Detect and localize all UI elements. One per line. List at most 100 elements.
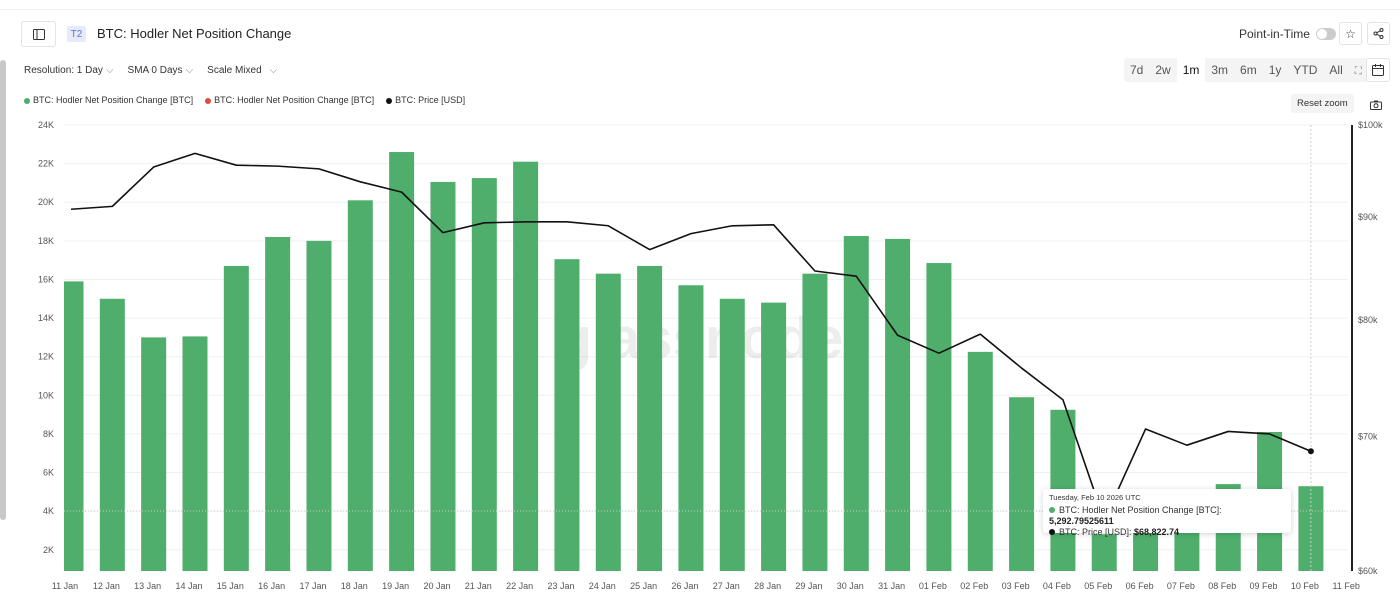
camera-icon <box>1369 100 1382 110</box>
reset-zoom-button[interactable]: Reset zoom <box>1291 94 1354 113</box>
bar-01-feb[interactable] <box>926 263 952 571</box>
y-left-tick-label: 6K <box>43 468 54 478</box>
range-1m[interactable]: 1m <box>1176 58 1206 82</box>
y-right-tick-label: $70k <box>1358 431 1378 441</box>
legend-label: BTC: Hodler Net Position Change [BTC] <box>33 95 194 105</box>
bar-20-jan[interactable] <box>430 181 456 571</box>
x-tick-label: 07 Feb <box>1167 581 1195 591</box>
x-tick-label: 12 Jan <box>93 581 120 591</box>
scale-dropdown[interactable]: Scale Mixed ⌵ <box>207 65 277 76</box>
x-tick-label: 09 Feb <box>1250 581 1278 591</box>
bar-19-jan[interactable] <box>389 152 415 571</box>
x-tick-label: 28 Jan <box>754 581 781 591</box>
legend-item-net-position-green[interactable]: BTC: Hodler Net Position Change [BTC] <box>24 95 193 105</box>
x-tick-label: 22 Jan <box>506 581 533 591</box>
legend-dot <box>205 97 212 104</box>
point-in-time-label: Point-in-Time <box>1239 27 1310 41</box>
x-tick-label: 26 Jan <box>671 581 698 591</box>
bar-28-jan[interactable] <box>761 302 787 571</box>
bar-29-jan[interactable] <box>802 273 828 571</box>
range-7d[interactable]: 7d <box>1130 63 1144 77</box>
x-tick-label: 02 Feb <box>960 581 988 591</box>
bar-13-jan[interactable] <box>141 337 167 571</box>
bar-23-jan[interactable] <box>554 259 580 571</box>
bar-02-feb[interactable] <box>967 351 993 571</box>
sma-value: SMA 0 Days <box>127 65 183 76</box>
bar-25-jan[interactable] <box>637 265 663 571</box>
tooltip-date: Tuesday, Feb 10 2026 UTC <box>1049 493 1141 502</box>
x-tick-label: 05 Feb <box>1084 581 1112 591</box>
screenshot-button[interactable] <box>1364 93 1387 116</box>
bar-24-jan[interactable] <box>595 273 621 571</box>
bar-11-jan[interactable] <box>59 281 84 571</box>
bar-21-jan[interactable] <box>471 178 497 571</box>
zoom-select-button[interactable]: ⛶ <box>1349 58 1368 82</box>
bar-05-feb[interactable] <box>1091 534 1117 571</box>
bar-15-jan[interactable] <box>223 265 249 571</box>
bar-03-feb[interactable] <box>1009 397 1035 571</box>
y-left-tick-label: 22K <box>38 159 54 169</box>
bar-17-jan[interactable] <box>306 240 332 571</box>
time-range-selector: 7d 2w 1m 3m 6m 1y YTD All ⛶ <box>1124 58 1368 82</box>
resolution-dropdown[interactable]: Resolution: 1 Day ⌵ <box>24 65 114 76</box>
point-in-time-toggle[interactable]: Point-in-Time <box>1239 27 1336 41</box>
x-tick-label: 17 Jan <box>299 581 326 591</box>
range-1y[interactable]: 1y <box>1268 63 1282 77</box>
bar-18-jan[interactable] <box>347 200 373 571</box>
bar-12-jan[interactable] <box>99 298 125 571</box>
y-left-tick-label: 10K <box>38 390 54 400</box>
bar-14-jan[interactable] <box>182 336 208 571</box>
x-tick-label: 01 Feb <box>919 581 947 591</box>
tooltip-dot <box>1049 507 1055 513</box>
y-left-tick-label: 24K <box>38 120 54 130</box>
bar-30-jan[interactable] <box>843 236 869 571</box>
x-tick-label: 29 Jan <box>795 581 822 591</box>
legend-label: BTC: Hodler Net Position Change [BTC] <box>214 95 375 105</box>
x-tick-label: 31 Jan <box>878 581 905 591</box>
legend-item-net-position-red[interactable]: BTC: Hodler Net Position Change [BTC] <box>205 95 374 105</box>
bar-group <box>59 152 1324 571</box>
share-icon <box>1373 28 1384 39</box>
scrollbar[interactable] <box>0 60 6 520</box>
y-left-tick-label: 20K <box>38 197 54 207</box>
range-6m[interactable]: 6m <box>1240 63 1257 77</box>
legend-item-price[interactable]: BTC: Price [USD] <box>386 95 465 105</box>
sidebar-toggle-icon <box>32 28 45 40</box>
bar-27-jan[interactable] <box>719 298 745 571</box>
x-tick-label: 25 Jan <box>630 581 657 591</box>
scale-value: Scale Mixed <box>207 65 262 76</box>
bar-31-jan[interactable] <box>885 238 911 571</box>
share-button[interactable] <box>1367 22 1390 45</box>
range-ytd[interactable]: YTD <box>1293 63 1318 77</box>
range-2w[interactable]: 2w <box>1155 63 1171 77</box>
x-tick-label: 21 Jan <box>465 581 492 591</box>
x-tick-label: 15 Jan <box>217 581 244 591</box>
y-left-tick-label: 4K <box>43 506 54 516</box>
x-tick-label: 11 Jan <box>52 581 78 591</box>
price-hover-point <box>1307 448 1314 455</box>
tier-badge: T2 <box>67 26 86 42</box>
range-all[interactable]: All <box>1329 63 1343 77</box>
star-icon: ☆ <box>1345 26 1356 41</box>
legend-label: BTC: Price [USD] <box>395 95 466 105</box>
x-tick-label: 23 Jan <box>547 581 574 591</box>
bar-10-feb[interactable] <box>1298 486 1324 571</box>
calendar-icon <box>1372 64 1384 76</box>
x-tick-label: 19 Jan <box>382 581 409 591</box>
y-right-tick-label: $80k <box>1358 315 1378 325</box>
y-left-tick-label: 8K <box>43 429 54 439</box>
favorite-button[interactable]: ☆ <box>1339 22 1362 45</box>
calendar-button[interactable] <box>1366 58 1390 82</box>
range-3m[interactable]: 3m <box>1211 63 1229 77</box>
toggle-switch[interactable] <box>1315 28 1336 40</box>
x-tick-label: 04 Feb <box>1043 581 1071 591</box>
y-left-tick-label: 2K <box>43 545 54 555</box>
chevron-down-icon: ⌵ <box>185 65 194 76</box>
sidebar-toggle-button[interactable] <box>21 21 56 47</box>
bar-22-jan[interactable] <box>513 161 539 571</box>
tooltip-value: 5,292.79525611 <box>1049 516 1114 526</box>
bar-16-jan[interactable] <box>265 236 291 571</box>
sma-dropdown[interactable]: SMA 0 Days ⌵ <box>128 65 194 76</box>
bar-26-jan[interactable] <box>678 285 704 571</box>
